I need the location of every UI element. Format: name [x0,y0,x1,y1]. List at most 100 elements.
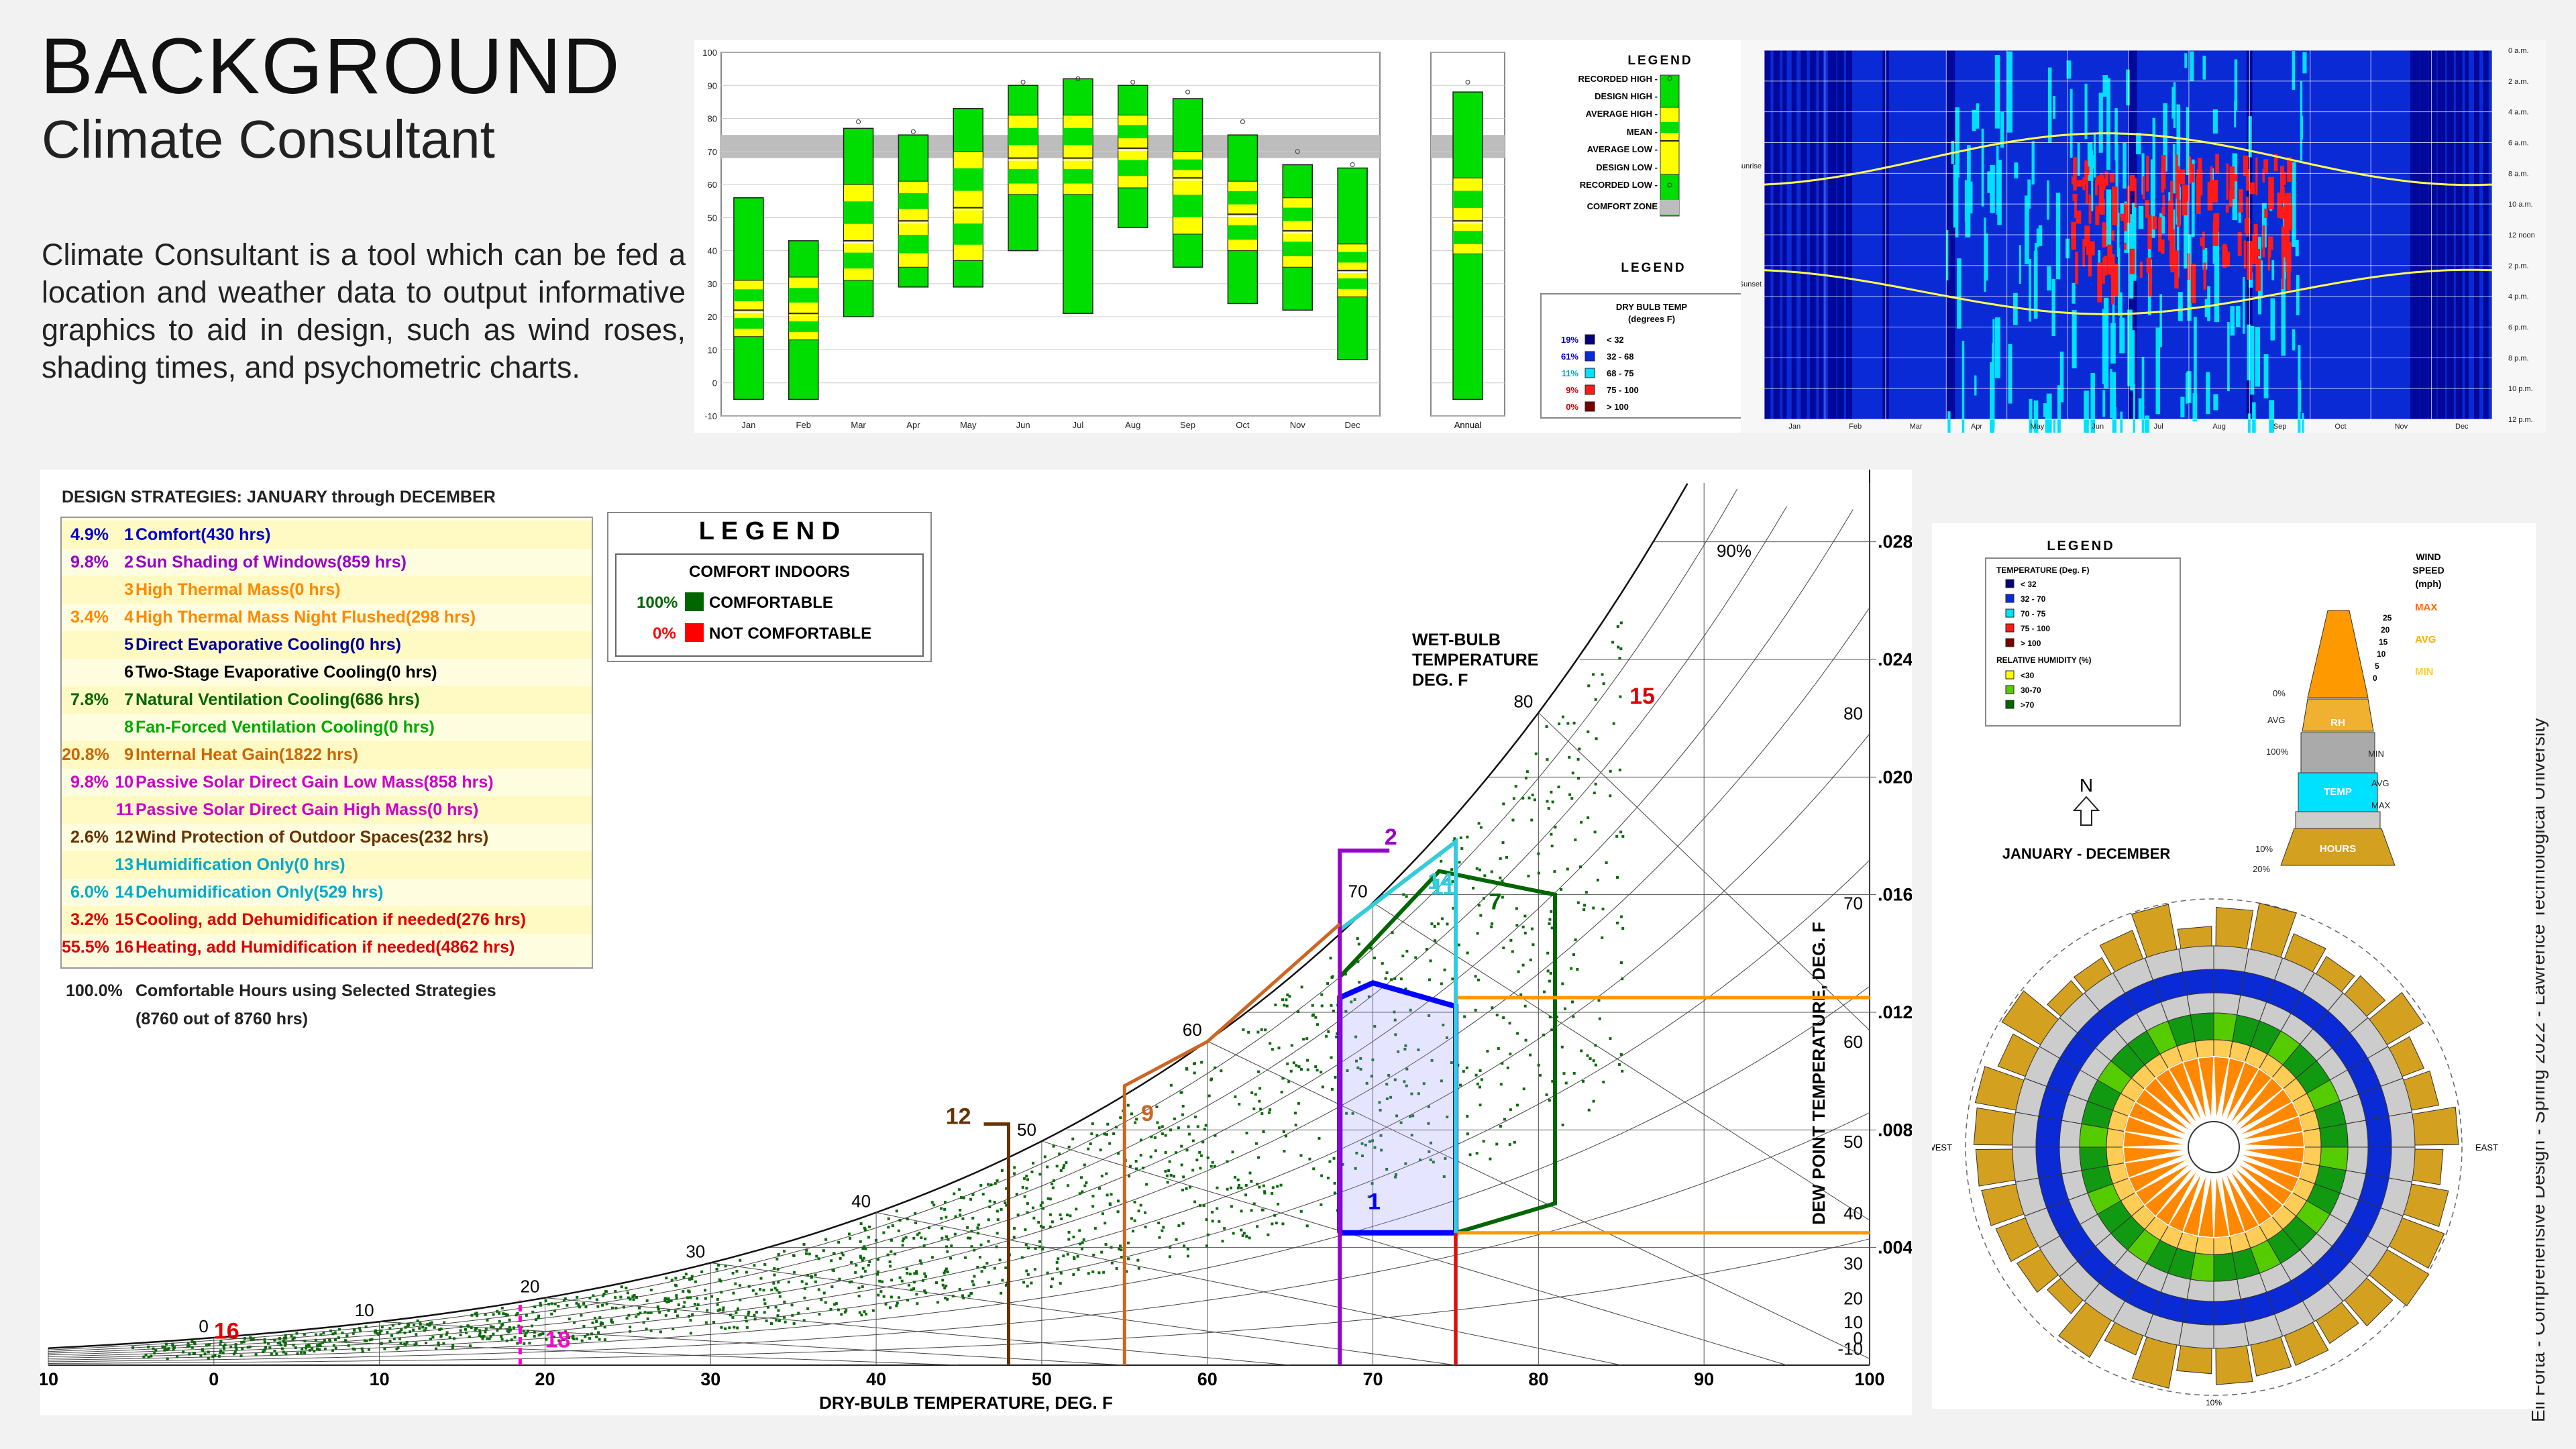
hourly-data-point [1175,1151,1178,1155]
hourly-data-point [1618,657,1621,660]
hourly-data-point [1000,1169,1004,1172]
hourly-data-point [1283,1150,1286,1153]
hourly-data-point [1537,852,1540,855]
hourly-data-point [1158,1236,1161,1239]
hourly-data-point [1290,1044,1293,1047]
hourly-data-point [901,1244,904,1247]
hourly-data-point [1561,1123,1564,1126]
hourly-data-point [241,1347,244,1350]
hourly-data-point [776,1268,780,1271]
heatmap-y-label: 8 a.m. [2508,170,2529,178]
hourly-data-point [1617,645,1620,649]
hourly-data-point [1181,1188,1185,1191]
heatmap-x-label: Sep [2273,423,2287,431]
zone-label: 12 [946,1104,971,1130]
y-tick-label: .004 [1878,1238,1912,1258]
hourly-data-point [792,1271,796,1274]
hourly-data-point [166,1348,169,1351]
hourly-data-point [860,1313,863,1317]
hourly-data-point [481,1337,484,1340]
hourly-data-point [500,1335,503,1338]
hourly-data-point [696,1297,699,1300]
bar-design-range [1063,78,1093,315]
y-tick-label: 10 [708,345,717,355]
hourly-data-point [1051,1277,1054,1281]
hourly-data-point [186,1344,190,1347]
hourly-data-point [667,1300,671,1303]
hourly-data-point [217,1354,221,1358]
heatmap-mild-cell [2248,272,2253,288]
hourly-data-point [315,1333,318,1336]
heatmap-mild-cell [2027,179,2031,209]
hourly-data-point [735,1311,738,1314]
hourly-data-point [353,1329,356,1332]
hourly-data-point [154,1348,158,1352]
hourly-data-point [1595,737,1598,741]
rose-speed-spike [2182,1057,2208,1122]
hourly-data-point [943,1271,946,1275]
hourly-data-point [969,1197,973,1201]
heatmap-x-label: Apr [1971,423,1982,431]
hourly-data-point [914,1212,917,1216]
hourly-data-point [1130,1217,1133,1220]
hourly-data-point [442,1342,445,1345]
hourly-data-point [1185,1148,1189,1152]
hourly-data-point [645,1328,648,1331]
hourly-data-point [847,1232,851,1236]
hourly-data-point [207,1343,211,1346]
hourly-data-point [831,1268,835,1271]
hourly-data-point [901,1239,904,1242]
hourly-data-point [239,1354,243,1357]
hourly-data-point [1059,1213,1062,1216]
hourly-data-point [1427,1105,1430,1108]
hourly-data-point [993,1267,996,1270]
heatmap-warm-cell [2245,197,2249,237]
heatmap-warm-cell [2243,240,2246,269]
hourly-data-point [1327,1030,1330,1033]
hourly-data-point [1250,1209,1253,1212]
hourly-data-point [731,1271,735,1275]
rh-curve [48,607,1870,1356]
heatmap-mild-cell [1967,145,1971,199]
hourly-data-point [667,1297,670,1301]
zone-label: 11 [1431,875,1455,900]
hourly-data-point [328,1340,331,1343]
hourly-data-point [300,1351,303,1354]
hourly-data-point [775,1257,779,1260]
hourly-data-point [1260,1208,1264,1212]
hourly-data-point [584,1305,588,1309]
heatmap-mild-cell [2180,396,2185,418]
hourly-data-point [564,1297,567,1300]
hourly-data-point [1258,1185,1261,1189]
hourly-data-point [1534,752,1538,755]
hourly-data-point [188,1352,191,1356]
rose-speed-spike [2128,1158,2190,1193]
heatmap-warm-cell [2129,174,2135,191]
strategy-number: 11 [115,800,133,819]
hourly-data-point [918,1259,922,1263]
wind-speed-mark: MIN [2415,666,2434,678]
wind-key-rh-band [2300,732,2375,773]
y-tick-label: 90 [708,80,717,91]
hourly-data-point [1560,1045,1564,1049]
hourly-data-point [323,1339,326,1342]
hourly-data-point [886,1253,890,1256]
hourly-data-point [592,1294,595,1297]
hourly-data-point [1582,908,1586,911]
hourly-data-point [1616,875,1619,879]
hourly-data-point [896,1301,899,1305]
strategy-row: 4.9% 1 Comfort(430 hrs) [62,521,592,549]
rose-hours-petal [2176,1345,2212,1375]
hourly-data-point [1572,721,1576,724]
wind-speed-tick: 10 [2377,649,2386,659]
legend-item-label: AVERAGE HIGH - [1586,109,1658,119]
hourly-data-point [1299,1068,1303,1071]
hourly-data-point [967,1236,970,1240]
hourly-data-point [905,1267,908,1271]
hourly-data-point [1180,1091,1183,1094]
hourly-data-point [1030,1281,1033,1285]
hourly-data-point [1397,1050,1400,1053]
hourly-data-point [341,1331,344,1334]
hourly-data-point [1335,1035,1338,1038]
hourly-data-point [765,1319,768,1322]
